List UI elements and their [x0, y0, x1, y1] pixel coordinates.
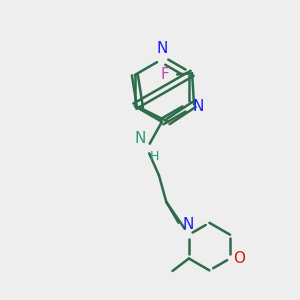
Text: N: N: [183, 217, 194, 232]
Text: N: N: [193, 99, 204, 114]
Text: N: N: [134, 131, 146, 146]
Text: H: H: [149, 150, 159, 163]
Text: F: F: [161, 67, 170, 82]
Text: N: N: [156, 41, 168, 56]
Text: O: O: [234, 251, 246, 266]
